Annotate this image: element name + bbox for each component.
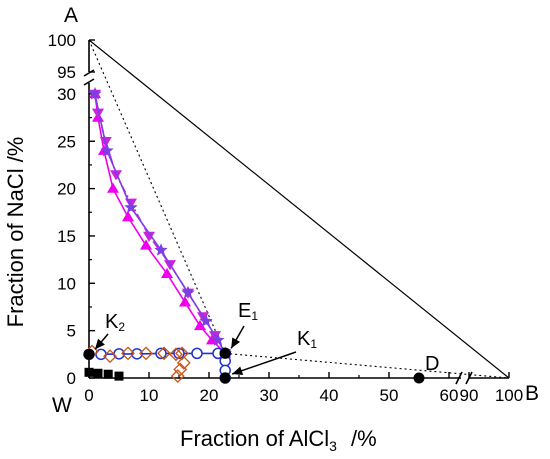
series-7-point [219,372,231,384]
series-5-point [176,355,191,370]
annotation-arrow-head [95,338,105,350]
x-tick-label: 90 [460,386,479,405]
dotted-tie-line [225,352,510,379]
series-7-point [83,348,95,360]
x-tick-label: 10 [140,386,159,405]
dotted-tie-line [88,39,226,354]
y-tick-label: 30 [57,85,76,104]
y-tick-label: 95 [57,63,76,82]
series-layer [83,86,425,384]
series-1-point [143,231,155,242]
reference-lines [88,39,510,379]
triangle-side-line [88,39,510,379]
series-6-point [84,367,94,377]
x-axis [89,371,509,385]
series-5-point [139,346,153,361]
x-tick-label: 20 [200,386,219,405]
annotation-arrow-head [231,337,241,349]
series-2-point [181,285,195,299]
corner-label-a: A [64,4,78,27]
series-3-point [131,348,143,360]
series-3-point [155,347,167,360]
series-3-point [191,347,203,360]
series-1-point [110,170,122,181]
corner-label-b: B [525,382,539,405]
x-tick-label: 40 [320,386,339,405]
y-axis-title: Fraction of NaCl /% [3,137,28,328]
series-7-point [219,347,231,359]
x-tick-label: 0 [84,386,93,405]
annotation-arrow-head [232,366,244,375]
x-tick-label: 30 [260,386,279,405]
y-tick-label: 100 [48,31,76,50]
y-tick-label: 25 [57,132,76,151]
series-0-point [161,267,173,279]
series-6-point [93,368,103,378]
series-2-point [88,86,102,100]
x-tick-label: 60 [440,386,459,405]
series-5-point [170,369,185,384]
y-tick-label: 5 [67,322,76,341]
series-7-point [413,372,425,384]
series-1-point [92,108,104,119]
series-5-point [103,349,117,364]
series-5-point [169,347,183,362]
series-2-point [199,314,213,327]
ticks: 0 10 20 30 40 50 60 90 100 0 5 10 15 20 25 30 95 100 [48,31,524,405]
series-6-point [103,369,113,379]
y-tick-label: 15 [57,227,76,246]
y-tick-label: 20 [57,180,76,199]
annotation-arrows [94,325,297,375]
point-label-e1: E1 [238,300,258,323]
series-0-point [194,319,206,331]
series-3-point [173,347,185,360]
series-0-point [179,296,191,307]
point-label-k1: K1 [297,328,317,351]
series-5-point [173,362,188,377]
y-axis [83,40,95,378]
point-label-k2: K2 [105,311,125,334]
series-5-point [121,346,135,361]
x-axis-title: Fraction of AlCl3/% [180,426,377,454]
x-tick-label: 50 [380,386,399,405]
series-2-point [100,143,114,157]
series-2-point [154,243,168,256]
series-0-point [122,211,134,222]
series-0-point [140,239,152,250]
series-2-point [211,333,225,346]
point-label-d: D [425,353,439,375]
y-tick-label: 10 [57,274,76,293]
y-axis-break [83,69,95,86]
series-2-point [124,200,138,214]
y-tick-label: 0 [67,369,76,388]
series-6-point [114,371,124,381]
series-2-line [94,93,226,354]
annotation-arrow-line [231,351,297,375]
corner-label-w: W [52,394,72,417]
series-5-point [157,346,171,361]
x-tick-label: 100 [495,386,523,405]
series-0-point [107,182,119,193]
